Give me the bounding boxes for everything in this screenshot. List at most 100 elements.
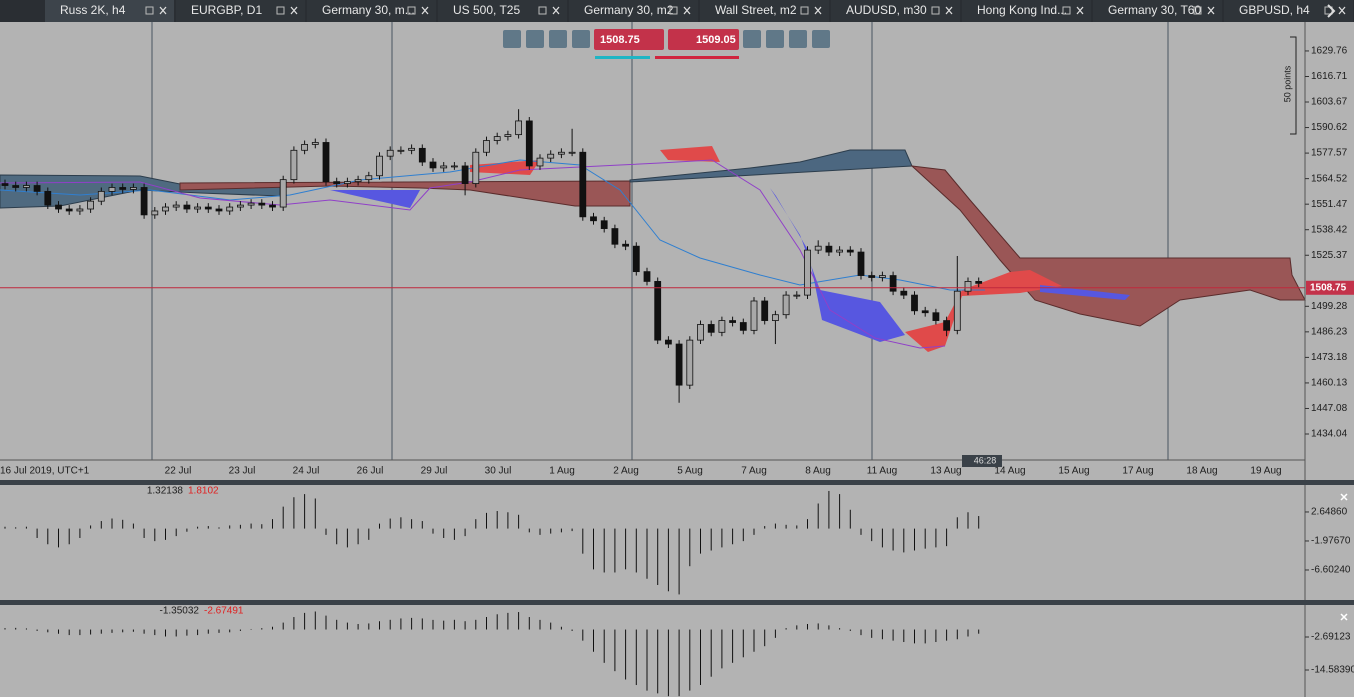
close-tab-icon[interactable]: [552, 6, 560, 15]
detach-icon[interactable]: [1324, 6, 1333, 15]
close-tab-icon[interactable]: [1076, 6, 1084, 15]
x-tick-label: 18 Aug: [1186, 466, 1217, 477]
candle-body: [129, 187, 137, 190]
tab-label: Germany 30, m2: [584, 3, 674, 17]
detach-icon[interactable]: [276, 6, 285, 15]
x-tick-label: 11 Aug: [867, 466, 897, 477]
y-tick-label: -6.60240: [1311, 565, 1351, 576]
candle-body: [215, 208, 223, 212]
theme-button[interactable]: [789, 30, 807, 48]
close-tab-icon[interactable]: [1338, 6, 1346, 15]
tab[interactable]: Germany 30, T60: [1093, 0, 1222, 22]
tab-scroll[interactable]: [1327, 4, 1336, 18]
zoom-button[interactable]: [503, 30, 521, 48]
candle-body: [483, 140, 490, 153]
y-tick-label: 1590.62: [1311, 122, 1348, 133]
template-button[interactable]: [812, 30, 830, 48]
tab-background: [831, 0, 960, 22]
chart-type-button[interactable]: [572, 30, 590, 48]
candle-body: [504, 134, 512, 137]
candle-body: [151, 210, 159, 216]
detach-icon[interactable]: [1193, 6, 1202, 15]
close-panel-button[interactable]: [1340, 613, 1348, 621]
close-tab-icon[interactable]: [1207, 6, 1215, 15]
candle-body: [900, 290, 908, 296]
y-tick-label: 1538.42: [1311, 224, 1348, 235]
tab-label: GBPUSD, h4: [1239, 3, 1310, 17]
tab[interactable]: Germany 30, m2: [569, 0, 698, 22]
detach-icon[interactable]: [931, 6, 940, 15]
tab-background: [700, 0, 829, 22]
candle-body: [450, 165, 458, 168]
indicators-button[interactable]: [766, 30, 784, 48]
candle-body: [397, 149, 405, 152]
detach-icon[interactable]: [407, 6, 416, 15]
x-tick-label: 15 Aug: [1058, 466, 1089, 477]
tab[interactable]: AUDUSD, m30: [831, 0, 960, 22]
candle-body: [846, 249, 854, 253]
candle-body: [911, 294, 918, 312]
close-tab-icon[interactable]: [945, 6, 953, 15]
candle-body: [493, 136, 501, 141]
detach-icon[interactable]: [669, 6, 678, 15]
close-panel-button[interactable]: [1340, 493, 1348, 501]
tab[interactable]: US 500, T25: [438, 0, 567, 22]
detach-icon[interactable]: [800, 6, 809, 15]
candle-body: [964, 281, 972, 292]
y-tick-label: 1525.37: [1311, 250, 1348, 261]
candle-body: [879, 275, 886, 278]
tab-label: Wall Street, m2: [715, 3, 797, 17]
detach-icon[interactable]: [145, 6, 154, 15]
detach-icon[interactable]: [538, 6, 547, 15]
tab-label: Russ 2K, h4: [60, 3, 126, 17]
candle-body: [354, 179, 362, 183]
sell-button[interactable]: [594, 29, 664, 50]
sell-indicator: [595, 56, 650, 59]
candle-body: [376, 155, 383, 177]
candle-body: [525, 120, 533, 167]
candle-body: [579, 151, 587, 218]
tab[interactable]: Wall Street, m2: [700, 0, 829, 22]
candle-body: [140, 187, 148, 216]
tab[interactable]: Hong Kong Ind...: [962, 0, 1091, 22]
candle-body: [22, 185, 30, 188]
orders-button[interactable]: [743, 30, 761, 48]
tab[interactable]: GBPUSD, h4: [1224, 0, 1353, 22]
candle-body: [290, 149, 298, 181]
close-tab-icon[interactable]: [290, 6, 298, 15]
candle-body: [247, 202, 255, 206]
y-tick-label: 1499.28: [1311, 301, 1348, 312]
timer-box: [962, 455, 1002, 467]
buy-button[interactable]: [668, 29, 739, 50]
tools-button[interactable]: [526, 30, 544, 48]
x-tick-label: 30 Jul: [485, 466, 512, 477]
candle-body: [814, 245, 822, 251]
candle-body: [857, 251, 865, 276]
tab-background: [569, 0, 698, 22]
current-price-tag: [1306, 280, 1354, 295]
y-tick-label: -1.97670: [1311, 536, 1351, 547]
candle-body: [12, 185, 20, 188]
oscillator-readout: 1.8102: [188, 486, 219, 497]
close-tab-icon[interactable]: [683, 6, 691, 15]
candle-body: [665, 339, 672, 345]
candle-body: [461, 165, 469, 184]
close-tab-icon[interactable]: [814, 6, 822, 15]
candle-body: [55, 204, 62, 210]
candle-body: [547, 153, 555, 159]
tab[interactable]: Germany 30, m...: [307, 0, 436, 22]
candle-body: [889, 275, 897, 292]
tab[interactable]: Russ 2K, h4: [45, 0, 174, 22]
candle-body: [65, 208, 73, 212]
oscillator-readout: -1.35032: [160, 606, 200, 617]
close-tab-icon[interactable]: [421, 6, 429, 15]
close-tab-icon[interactable]: [159, 6, 167, 15]
detach-icon[interactable]: [1062, 6, 1071, 15]
candle-body: [440, 165, 448, 169]
timeframe-button[interactable]: [549, 30, 567, 48]
tab[interactable]: EURGBP, D1: [176, 0, 305, 22]
candle-body: [172, 204, 180, 208]
scale-bracket: [1290, 36, 1297, 135]
candle-body: [204, 206, 212, 210]
tab-background: [962, 0, 1091, 22]
